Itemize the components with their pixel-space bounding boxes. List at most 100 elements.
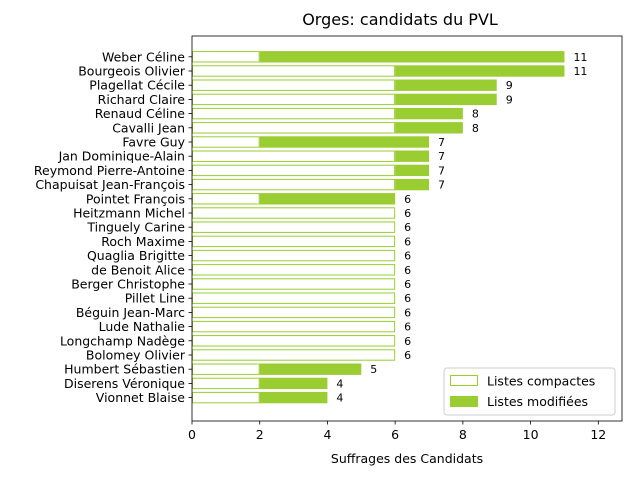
category-label: Favre Guy	[122, 135, 185, 150]
category-label: Reymond Pierre-Antoine	[34, 163, 185, 178]
bar-compact	[192, 249, 396, 262]
category-label: Béguin Jean-Marc	[76, 305, 185, 320]
x-tick-label: 6	[391, 427, 399, 442]
legend: Listes compactes Listes modifiées	[443, 367, 616, 416]
bar-compact	[192, 278, 396, 290]
data-label: 6	[404, 221, 411, 234]
data-label: 11	[573, 51, 587, 64]
category-label: Weber Céline	[102, 49, 185, 64]
data-label: 9	[506, 93, 513, 106]
bar-compact	[192, 107, 396, 120]
bar-modified	[395, 79, 497, 91]
bar-modified	[259, 136, 430, 148]
data-label: 7	[438, 179, 445, 192]
category-label: Jan Dominique-Alain	[58, 149, 185, 164]
data-label: 6	[404, 264, 411, 277]
bar-compact	[192, 178, 396, 191]
category-label: Renaud Céline	[95, 106, 186, 121]
bar-compact	[192, 93, 396, 106]
category-label: Chapuisat Jean-François	[35, 177, 185, 192]
data-label: 6	[404, 335, 411, 348]
category-label: Bourgeois Olivier	[78, 64, 186, 79]
data-label: 7	[438, 136, 445, 149]
x-ticks: 0 2 4 6 8 10 12	[188, 421, 606, 442]
data-label: 6	[404, 278, 411, 291]
bar-modified	[259, 391, 328, 404]
data-label: 6	[404, 207, 411, 220]
data-label: 6	[404, 193, 411, 206]
bar-compact	[192, 221, 396, 233]
data-label: 8	[472, 108, 479, 121]
category-label: Pointet François	[86, 191, 185, 206]
category-label: Pillet Line	[125, 291, 186, 306]
bar-modified	[395, 65, 565, 77]
bars-group	[192, 51, 565, 404]
bar-modified	[395, 178, 430, 191]
legend-label-compact: Listes compactes	[487, 374, 595, 389]
data-label: 7	[438, 164, 445, 177]
category-label: Longchamp Nadège	[60, 333, 185, 348]
data-label: 4	[336, 392, 343, 405]
data-label: 6	[404, 235, 411, 248]
bar-modified	[395, 164, 430, 177]
x-tick-label: 2	[256, 427, 264, 442]
bar-compact	[192, 122, 396, 134]
data-label: 6	[404, 321, 411, 334]
bar-modified	[395, 93, 497, 106]
bar-modified	[259, 377, 328, 390]
category-label: Berger Christophe	[71, 277, 185, 292]
bar-modified	[395, 107, 463, 120]
legend-swatch-modified	[450, 396, 478, 407]
data-label: 9	[506, 79, 513, 92]
data-label: 6	[404, 306, 411, 319]
category-label: Cavalli Jean	[112, 120, 185, 135]
data-label: 6	[404, 292, 411, 305]
x-tick-label: 8	[459, 427, 467, 442]
data-label: 7	[438, 150, 445, 163]
data-label: 4	[336, 377, 343, 390]
data-label: 8	[472, 122, 479, 135]
category-label: Humbert Sébastien	[64, 362, 185, 377]
x-tick-label: 0	[188, 427, 196, 442]
data-label: 5	[370, 363, 377, 376]
legend-box	[443, 367, 616, 416]
category-label: Heitzmann Michel	[73, 206, 185, 221]
data-label: 6	[404, 349, 411, 362]
data-label: 6	[404, 250, 411, 263]
category-label: Plagellat Cécile	[89, 78, 185, 93]
category-label: Tinguely Carine	[86, 220, 185, 235]
x-tick-label: 4	[323, 427, 331, 442]
bar-compact	[192, 51, 260, 63]
legend-swatch-compact	[450, 375, 478, 386]
x-tick-label: 12	[590, 427, 606, 442]
bar-compact	[192, 391, 260, 404]
bar-compact	[192, 377, 260, 390]
bar-compact	[192, 264, 396, 276]
category-label: de Benoit Alice	[91, 262, 185, 277]
data-label: 11	[573, 65, 587, 78]
bar-compact	[192, 320, 396, 333]
x-tick-label: 10	[523, 427, 539, 442]
bar-compact	[192, 164, 396, 177]
category-label: Quaglia Brigitte	[87, 248, 185, 263]
bar-compact	[192, 363, 260, 375]
bar-modified	[259, 51, 565, 63]
chart-title: Orges: candidats du PVL	[302, 10, 498, 29]
bar-compact	[192, 150, 396, 162]
bar-compact	[192, 235, 396, 248]
bar-compact	[192, 335, 396, 347]
bar-compact	[192, 292, 396, 304]
category-label: Richard Claire	[98, 92, 186, 107]
bar-compact	[192, 306, 396, 319]
plot-frame	[191, 35, 623, 422]
bar-compact	[192, 136, 260, 148]
x-axis-label: Suffrages des Candidats	[331, 451, 483, 466]
category-label: Vionnet Blaise	[96, 390, 186, 405]
bar-compact	[192, 349, 396, 361]
category-label: Bolomey Olivier	[86, 348, 186, 363]
legend-label-modified: Listes modifiées	[487, 394, 588, 409]
bar-compact	[192, 65, 396, 77]
bar-modified	[259, 193, 396, 205]
